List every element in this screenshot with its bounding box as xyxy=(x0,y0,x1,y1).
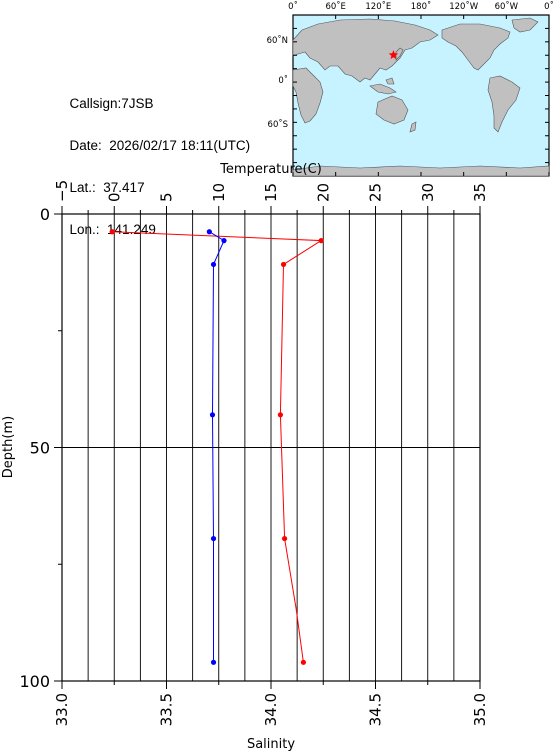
salinity-point xyxy=(221,238,227,244)
depth-tick-label: 50 xyxy=(30,439,50,458)
temperature-point xyxy=(109,229,115,235)
map-lat-label: 60˚N xyxy=(267,35,288,46)
plot-grid xyxy=(62,214,480,681)
map-land xyxy=(292,17,550,177)
temperature-point xyxy=(280,261,287,268)
temperature-tick-label: 10 xyxy=(210,183,228,202)
map-lon-label: 120˚W xyxy=(449,1,478,12)
map-lon-label: 0˚ xyxy=(288,1,298,12)
salinity-point xyxy=(210,261,217,268)
temperature-tick-label: 35 xyxy=(471,183,489,202)
date-text: Date: 2026/02/17 18:11(UTC) xyxy=(69,138,251,153)
salinity-axis-label: Salinity xyxy=(247,737,295,751)
temperature-tick-label: 30 xyxy=(419,183,437,202)
temperature-axis: −5 0 5 10 15 20 25 30 35 xyxy=(53,180,489,214)
map-lon-label: 60˚E xyxy=(325,1,345,12)
salinity-tick-label: 34.0 xyxy=(262,693,280,726)
depth-axis: 0 50 100 xyxy=(19,205,62,691)
map-lon-label: 180˚ xyxy=(411,1,431,12)
temperature-point xyxy=(300,659,306,665)
station-marker xyxy=(388,50,399,60)
temperature-axis-label: Temperature(C) xyxy=(219,162,322,177)
temperature-point xyxy=(281,535,288,542)
callsign-text: Callsign:7JSB xyxy=(69,96,154,111)
salinity-tick-label: 33.5 xyxy=(158,693,176,726)
map-ticks xyxy=(292,15,550,176)
temperature-tick-label: 25 xyxy=(367,183,385,202)
series-layer xyxy=(109,229,324,665)
map-lat-label: 0˚ xyxy=(278,75,288,86)
map-lon-label: 0˚ xyxy=(544,1,553,12)
temperature-tick-label: −5 xyxy=(53,180,71,202)
salinity-tick-label: 34.5 xyxy=(367,693,385,726)
depth-tick-label: 100 xyxy=(19,672,50,691)
salinity-tick-label: 35.0 xyxy=(471,693,489,726)
temperature-tick-label: 15 xyxy=(262,183,280,202)
temperature-tick-label: 0 xyxy=(105,192,123,202)
temperature-point xyxy=(277,412,284,418)
depth-tick-label: 0 xyxy=(40,205,50,224)
station-star-marker xyxy=(388,50,399,60)
salinity-profile-line xyxy=(209,231,225,663)
salinity-point xyxy=(206,229,212,235)
temperature-point xyxy=(318,238,324,244)
latitude-text: Lat.: 37.417 xyxy=(69,180,145,195)
world-map: 0˚ 60˚E 120˚E 180˚ 120˚W 60˚W 0˚ 60˚N 0˚ 60˚S xyxy=(267,1,553,177)
station-info: Callsign:7JSB Date: 2026/02/17 18:11(UTC… xyxy=(62,72,251,240)
salinity-point xyxy=(210,535,217,542)
salinity-tick-label: 33.0 xyxy=(53,693,71,726)
depth-axis-label: Depth(m) xyxy=(1,416,16,478)
map-lat-label: 60˚S xyxy=(268,119,288,130)
map-lon-label: 120˚E xyxy=(365,1,391,12)
map-labels: 0˚ 60˚E 120˚E 180˚ 120˚W 60˚W 0˚ 60˚N 0˚ 60˚S xyxy=(267,1,553,130)
salinity-point xyxy=(209,412,216,418)
temperature-tick-label: 20 xyxy=(314,183,332,202)
map-lon-label: 60˚W xyxy=(495,1,519,12)
salinity-axis: 33.0 33.5 34.0 34.5 35.0 xyxy=(53,681,489,726)
temperature-profile-line xyxy=(112,231,323,663)
salinity-point xyxy=(210,659,217,665)
temperature-tick-label: 5 xyxy=(158,192,176,202)
